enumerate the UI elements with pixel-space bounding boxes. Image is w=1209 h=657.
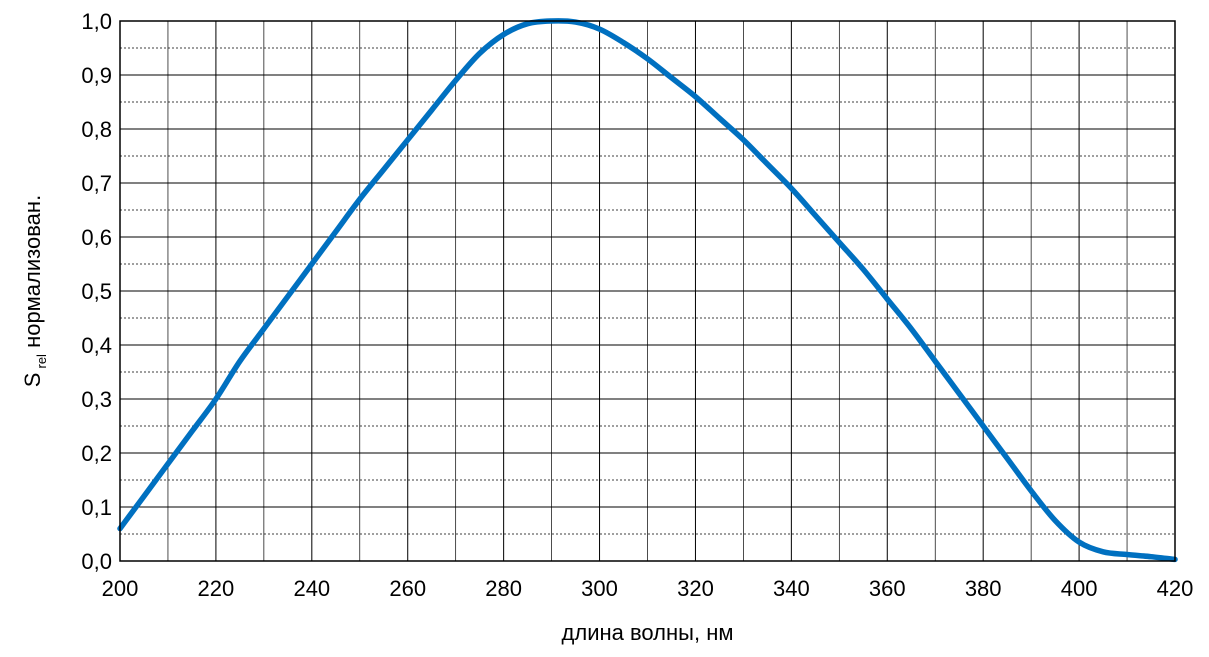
y-tick-label: 0,9 [81,63,112,88]
x-tick-label: 240 [293,576,330,601]
y-axis-label: Srel нормализован. [20,195,49,387]
y-tick-label: 0,5 [81,279,112,304]
y-axis-label-rest: нормализован. [20,195,45,354]
x-axis-label: длина волны, нм [562,620,734,645]
y-tick-label: 0,3 [81,387,112,412]
x-tick-label: 420 [1157,576,1194,601]
x-tick-label: 320 [677,576,714,601]
y-tick-label: 0,8 [81,117,112,142]
grid [120,21,1175,561]
y-tick-label: 0,2 [81,441,112,466]
y-tick-label: 0,7 [81,171,112,196]
y-axis-label-sub: rel [34,354,49,369]
x-tick-label: 400 [1061,576,1098,601]
series-line [117,18,1178,563]
y-tick-label: 0,4 [81,333,112,358]
y-tick-label: 0,6 [81,225,112,250]
plot-frame [119,20,1176,562]
y-tick-labels: 0,0 0,1 0,2 0,3 0,4 0,5 0,6 0,7 0,8 0,9 1,0 [81,9,112,574]
y-tick-label: 0,1 [81,495,112,520]
y-tick-label: 0,0 [81,549,112,574]
x-tick-labels: 200 220 240 260 280 300 320 340 360 380 400 420 [102,576,1194,601]
y-axis-label-main: S [20,373,45,388]
x-tick-label: 360 [869,576,906,601]
series-group [117,18,1178,563]
x-tick-label: 300 [581,576,618,601]
x-tick-label: 220 [198,576,235,601]
y-tick-label: 1,0 [81,9,112,34]
x-tick-label: 260 [389,576,426,601]
x-tick-label: 340 [773,576,810,601]
x-tick-label: 200 [102,576,139,601]
x-tick-label: 280 [485,576,522,601]
x-tick-label: 380 [965,576,1002,601]
